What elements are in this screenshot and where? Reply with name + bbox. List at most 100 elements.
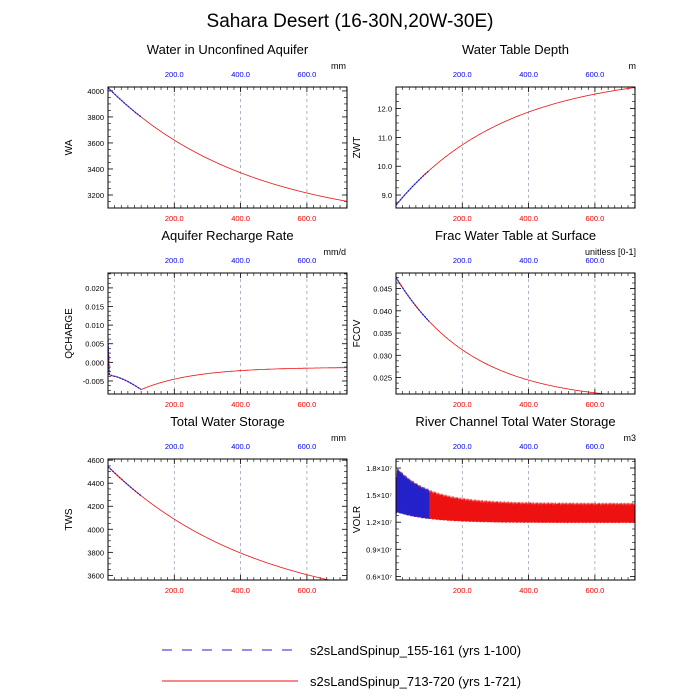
panel-title: River Channel Total Water Storage xyxy=(415,414,615,429)
series-run1-line xyxy=(396,170,430,206)
y-axis-label: TWS xyxy=(64,508,75,531)
units-label: unitless [0-1] xyxy=(585,247,636,257)
y-tick-label: 0.035 xyxy=(373,329,392,338)
x-tick-label-bottom: 600.0 xyxy=(297,586,316,595)
x-tick-label-top: 600.0 xyxy=(297,70,316,79)
legend-label-run1: s2sLandSpinup_155-161 (yrs 1-100) xyxy=(310,643,521,658)
y-tick-label: 4000 xyxy=(87,525,104,534)
y-tick-label: 0.040 xyxy=(373,307,392,316)
x-tick-label-top: 200.0 xyxy=(453,256,472,265)
plot-frame xyxy=(395,272,636,395)
panel-tws: Total Water Storage mm TWS 200.0 200.0 400.0 4… xyxy=(64,414,348,595)
x-tick-label-top: 400.0 xyxy=(519,442,538,451)
units-label: m3 xyxy=(623,433,636,443)
x-tick-label-top: 400.0 xyxy=(519,256,538,265)
y-tick-label: 11.0 xyxy=(378,133,392,142)
y-tick-label: 4600 xyxy=(87,456,104,465)
units-label: mm xyxy=(331,61,346,71)
series-run2-line xyxy=(108,339,347,390)
x-tick-label-top: 400.0 xyxy=(231,70,250,79)
y-tick-label: 0.020 xyxy=(85,284,104,293)
x-tick-label-bottom: 200.0 xyxy=(165,586,184,595)
y-tick-label: 0.9×10⁷ xyxy=(366,545,392,554)
y-tick-label: 4200 xyxy=(87,502,104,511)
figure-title: Sahara Desert (16-30N,20W-30E) xyxy=(207,11,494,32)
panel-title: Water Table Depth xyxy=(462,42,569,57)
y-tick-label: 10.0 xyxy=(377,162,392,171)
x-tick-label-bottom: 600.0 xyxy=(585,586,604,595)
y-axis-label: VOLR xyxy=(352,506,363,533)
panel-fcov: Frac Water Table at Surface unitless [0-1… xyxy=(352,228,636,409)
x-tick-label-top: 400.0 xyxy=(519,70,538,79)
y-axis-label: FCOV xyxy=(352,319,363,347)
y-tick-label: 3800 xyxy=(87,113,104,122)
x-tick-label-top: 200.0 xyxy=(165,442,184,451)
y-tick-label: 0.045 xyxy=(373,285,392,294)
y-tick-label: 3800 xyxy=(87,548,104,557)
x-tick-label-bottom: 200.0 xyxy=(453,586,472,595)
x-tick-label-top: 200.0 xyxy=(165,70,184,79)
units-label: mm xyxy=(331,433,346,443)
x-tick-label-bottom: 600.0 xyxy=(585,400,604,409)
y-tick-label: -0.005 xyxy=(83,377,104,386)
x-tick-label-bottom: 400.0 xyxy=(231,214,250,223)
y-tick-label: 12.0 xyxy=(377,105,392,114)
x-tick-label-bottom: 400.0 xyxy=(519,214,538,223)
panel-title: Frac Water Table at Surface xyxy=(435,228,596,243)
x-tick-label-bottom: 400.0 xyxy=(519,586,538,595)
series-run2-line xyxy=(396,277,610,394)
units-label: mm/d xyxy=(324,247,347,257)
legend: s2sLandSpinup_155-161 (yrs 1-100) s2sLan… xyxy=(162,643,521,689)
series-run1-line xyxy=(396,468,430,520)
y-tick-label: 1.5×10⁷ xyxy=(366,491,392,500)
x-tick-label-top: 200.0 xyxy=(453,70,472,79)
x-tick-label-bottom: 400.0 xyxy=(231,586,250,595)
plot-frame xyxy=(107,86,348,209)
y-tick-label: 9.0 xyxy=(382,191,392,200)
panel-wa: Water in Unconfined Aquifer mm WA 200.0 200.… xyxy=(64,42,348,223)
x-tick-label-bottom: 600.0 xyxy=(585,214,604,223)
panel-title: Aquifer Recharge Rate xyxy=(161,228,293,243)
series-run1-line xyxy=(108,339,142,391)
x-tick-label-top: 600.0 xyxy=(297,256,316,265)
series-run2-line xyxy=(108,87,347,202)
x-tick-label-top: 600.0 xyxy=(585,442,604,451)
y-tick-label: 0.000 xyxy=(85,358,104,367)
x-tick-label-top: 200.0 xyxy=(453,442,472,451)
panel-zwt: Water Table Depth m ZWT 200.0 200.0 400.0 400.… xyxy=(352,42,636,223)
x-tick-label-top: 400.0 xyxy=(231,442,250,451)
y-tick-label: 0.010 xyxy=(85,321,104,330)
x-tick-label-top: 600.0 xyxy=(585,70,604,79)
panel-qcharge: Aquifer Recharge Rate mm/d QCHARGE 200.0 200… xyxy=(64,228,348,409)
x-tick-label-bottom: 600.0 xyxy=(297,214,316,223)
y-tick-label: 4000 xyxy=(87,87,104,96)
y-axis-label: QCHARGE xyxy=(64,308,75,359)
y-tick-label: 3200 xyxy=(87,191,104,200)
y-tick-label: 0.025 xyxy=(373,374,392,383)
x-tick-label-bottom: 200.0 xyxy=(165,214,184,223)
y-tick-label: 3600 xyxy=(87,571,104,580)
panel-title: Total Water Storage xyxy=(170,414,284,429)
x-tick-label-top: 600.0 xyxy=(297,442,316,451)
x-tick-label-bottom: 200.0 xyxy=(453,400,472,409)
series-run1-line xyxy=(108,466,142,497)
y-tick-label: 0.6×10⁷ xyxy=(366,572,392,581)
series-run1-line xyxy=(396,277,430,322)
y-tick-label: 1.8×10⁷ xyxy=(366,464,392,473)
plot-frame xyxy=(395,86,636,209)
x-tick-label-top: 200.0 xyxy=(165,256,184,265)
y-tick-label: 3400 xyxy=(87,165,104,174)
y-tick-label: 0.030 xyxy=(373,351,392,360)
x-tick-label-bottom: 400.0 xyxy=(519,400,538,409)
plot-frame xyxy=(395,458,636,581)
panel-volr: River Channel Total Water Storage m3 VOLR 2… xyxy=(352,414,636,595)
y-tick-label: 1.2×10⁷ xyxy=(366,518,392,527)
y-tick-label: 3600 xyxy=(87,139,104,148)
y-axis-label: WA xyxy=(64,139,75,155)
x-tick-label-top: 600.0 xyxy=(585,256,604,265)
y-axis-label: ZWT xyxy=(352,137,363,159)
plot-frame xyxy=(107,458,348,581)
y-tick-label: 4400 xyxy=(87,479,104,488)
y-tick-label: 0.015 xyxy=(85,303,104,312)
